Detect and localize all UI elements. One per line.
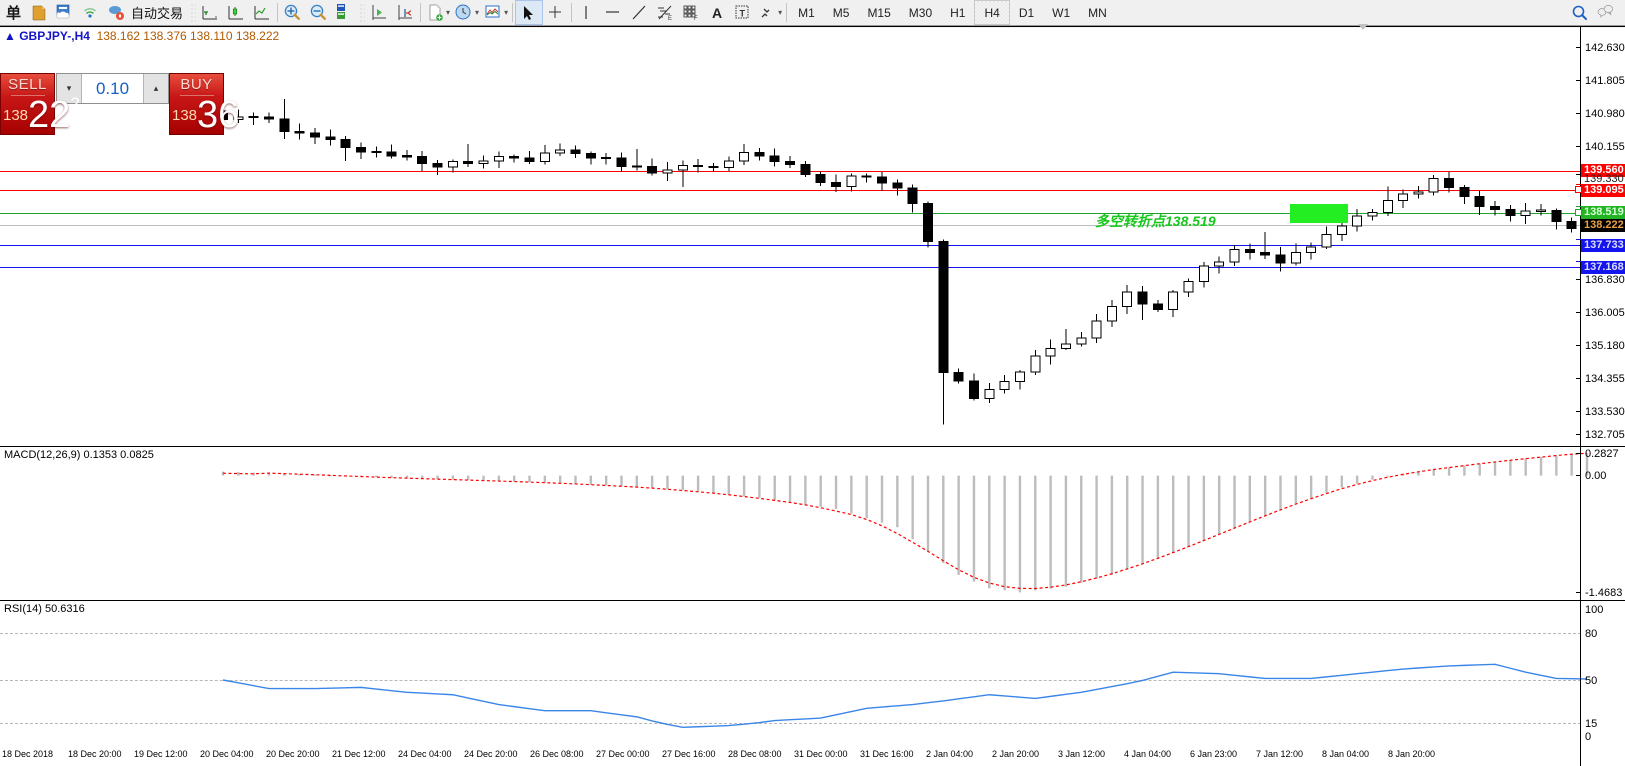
svg-text:F: F [694, 16, 698, 22]
svg-text:T: T [740, 8, 746, 18]
svg-text:E: E [668, 16, 672, 22]
